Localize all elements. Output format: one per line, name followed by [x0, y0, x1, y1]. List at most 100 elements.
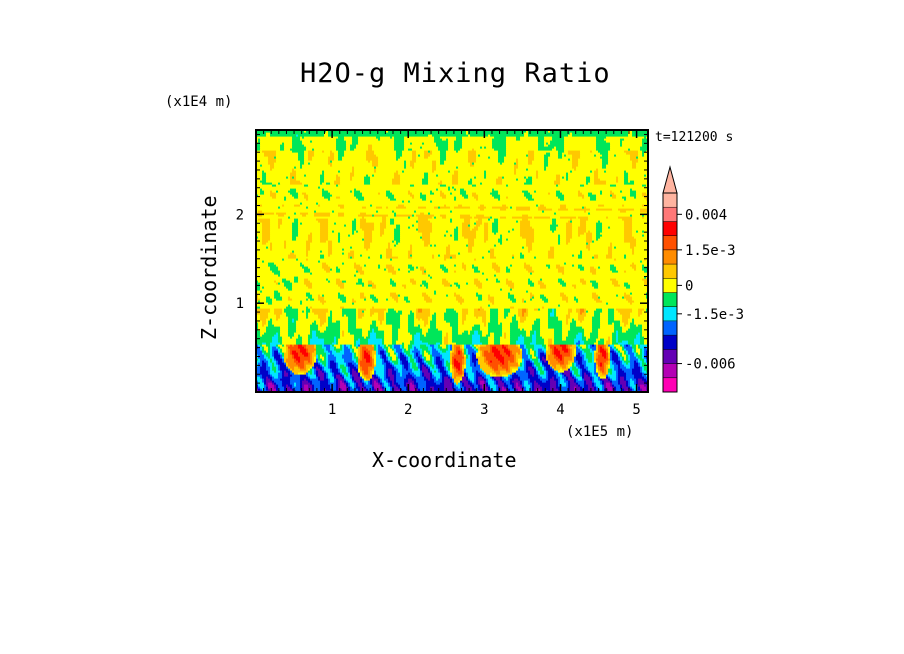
contour-cell	[636, 240, 648, 243]
contour-cell	[314, 346, 317, 349]
contour-cell	[602, 370, 605, 373]
contour-cell	[422, 234, 431, 237]
contour-cell	[554, 330, 563, 333]
contour-cell	[368, 352, 371, 355]
contour-cell	[576, 346, 579, 349]
contour-cell	[596, 236, 601, 239]
contour-cell	[504, 356, 515, 359]
contour-cell	[600, 350, 607, 353]
contour-cell	[426, 332, 443, 335]
contour-cell	[354, 378, 361, 381]
contour-cell	[642, 362, 647, 365]
contour-cell	[430, 326, 437, 329]
contour-cell	[412, 362, 417, 365]
contour-cell	[550, 364, 553, 367]
contour-cell	[418, 356, 421, 359]
contour-cell	[354, 298, 365, 301]
contour-cell	[494, 300, 513, 303]
contour-cell	[344, 332, 351, 335]
contour-cell	[478, 350, 481, 353]
contour-cell	[468, 310, 475, 313]
contour-cell	[528, 348, 531, 351]
contour-cell	[582, 370, 589, 373]
contour-cell	[478, 286, 483, 289]
contour-cell	[476, 378, 479, 381]
contour-cell	[382, 346, 385, 349]
contour-cell	[460, 284, 477, 287]
contour-cell	[436, 370, 439, 373]
contour-cell	[344, 374, 347, 377]
contour-cell	[278, 338, 283, 341]
contour-cell	[310, 310, 313, 313]
contour-cell	[360, 374, 363, 377]
contour-cell	[496, 280, 501, 283]
contour-cell	[422, 236, 431, 239]
contour-cell	[452, 356, 465, 359]
contour-cell	[610, 264, 615, 267]
contour-cell	[458, 238, 469, 241]
contour-cell	[444, 382, 453, 385]
contour-cell	[508, 354, 511, 357]
contour-cell	[326, 362, 329, 365]
contour-cell	[430, 386, 435, 389]
contour-cell	[356, 370, 359, 373]
contour-cell	[568, 384, 571, 387]
contour-cell	[594, 344, 597, 347]
contour-cell	[268, 264, 277, 267]
contour-cell	[590, 378, 593, 381]
contour-cell	[332, 344, 335, 347]
contour-cell	[342, 310, 357, 313]
contour-cell	[560, 376, 563, 379]
contour-cell	[600, 312, 609, 315]
contour-cell	[484, 352, 495, 355]
contour-cell	[644, 234, 648, 237]
contour-cell	[590, 246, 609, 249]
contour-cell	[390, 386, 393, 389]
contour-cell	[458, 330, 465, 333]
contour-cell	[550, 248, 555, 251]
contour-cell	[574, 254, 579, 257]
contour-cell	[336, 342, 339, 345]
contour-cell	[266, 368, 271, 371]
contour-cell	[610, 348, 615, 351]
contour-cell	[364, 242, 371, 245]
contour-cell	[416, 310, 419, 313]
contour-cell	[358, 374, 361, 377]
contour-cell	[560, 372, 563, 375]
contour-cell	[458, 252, 461, 255]
contour-cell	[270, 352, 273, 355]
contour-cell	[552, 342, 555, 345]
contour-cell	[484, 236, 489, 239]
contour-cell	[504, 316, 507, 319]
contour-cell	[338, 368, 341, 371]
contour-cell	[432, 374, 435, 377]
contour-cell	[452, 384, 455, 387]
contour-cell	[636, 348, 641, 351]
contour-cell	[380, 384, 383, 387]
contour-cell	[568, 378, 575, 381]
contour-cell	[434, 386, 445, 389]
contour-cell	[274, 296, 283, 299]
contour-cell	[504, 382, 507, 385]
contour-cell	[302, 344, 307, 347]
contour-cell	[338, 370, 341, 373]
contour-cell	[258, 382, 265, 385]
contour-cell	[298, 314, 307, 317]
contour-cell	[598, 364, 601, 367]
contour-cell	[640, 314, 648, 317]
contour-cell	[454, 368, 457, 371]
contour-cell	[300, 380, 303, 383]
contour-cell	[584, 350, 591, 353]
contour-cell	[362, 358, 367, 361]
contour-cell	[500, 372, 513, 375]
contour-cell	[420, 236, 423, 239]
contour-cell	[476, 360, 479, 363]
contour-cell	[624, 358, 627, 361]
contour-cell	[576, 358, 583, 361]
contour-cell	[320, 240, 327, 243]
z-axis-unit: (x1E4 m)	[165, 94, 233, 110]
contour-cell	[486, 278, 489, 281]
contour-cell	[446, 234, 451, 237]
contour-cell	[512, 380, 521, 383]
contour-cell	[328, 248, 333, 251]
